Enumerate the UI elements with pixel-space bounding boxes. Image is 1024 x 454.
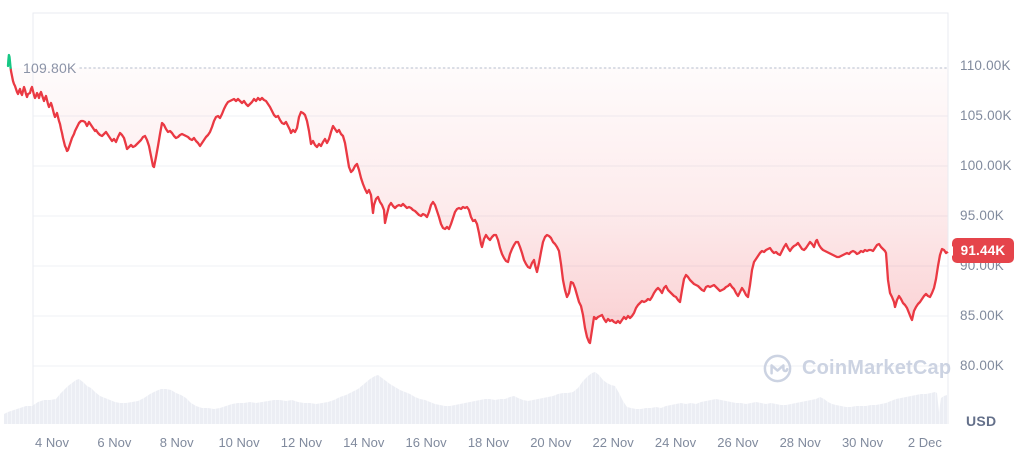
price-line-open-segment: [6, 53, 12, 70]
x-axis-label: 8 Nov: [159, 435, 194, 450]
price-area-fill: [10, 68, 949, 343]
y-axis-label: 85.00K: [960, 308, 1004, 323]
x-axis-label: 14 Nov: [343, 435, 385, 450]
watermark-brand-text: CoinMarketCap: [802, 357, 952, 379]
y-axis-label: 105.00K: [960, 108, 1012, 123]
y-axis-label: 80.00K: [960, 358, 1004, 373]
x-axis-label: 28 Nov: [779, 435, 821, 450]
plot-border: [32, 12, 949, 424]
x-axis-label: 6 Nov: [97, 435, 132, 450]
y-axis-label: 95.00K: [960, 208, 1004, 223]
x-axis-label: 26 Nov: [717, 435, 759, 450]
x-axis-label: 18 Nov: [467, 435, 510, 450]
watermark: CoinMarketCap: [762, 353, 951, 384]
x-axis-label: 12 Nov: [280, 435, 322, 450]
currency-label: USD: [966, 413, 997, 429]
coinmarketcap-logo-icon: [763, 354, 792, 383]
x-axis-label: 20 Nov: [530, 435, 572, 450]
y-axis-label: 100.00K: [960, 158, 1012, 173]
price-line: [9, 66, 950, 345]
last-price-value: 91.44K: [960, 243, 1006, 258]
x-axis-label: 30 Nov: [841, 435, 884, 450]
last-price-badge: 91.44K: [952, 238, 1014, 263]
x-axis-label: 16 Nov: [405, 435, 447, 450]
volume-area: [4, 372, 947, 424]
x-axis-label: 22 Nov: [592, 435, 634, 450]
x-axis-label: 4 Nov: [35, 435, 69, 450]
x-axis-label: 10 Nov: [218, 435, 260, 450]
y-axis-label: 110.00K: [960, 58, 1011, 73]
open-price-label: 109.80K: [23, 60, 77, 76]
x-axis-label: 2 Dec: [907, 435, 942, 450]
x-axis-label: 24 Nov: [654, 435, 697, 450]
